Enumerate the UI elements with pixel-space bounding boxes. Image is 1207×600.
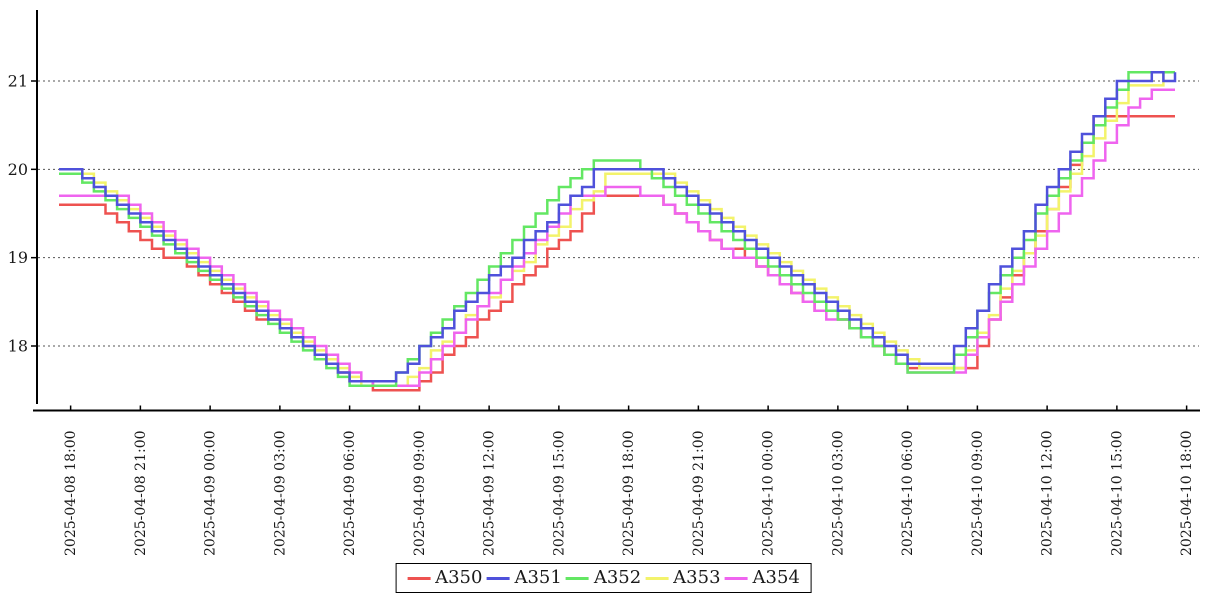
legend-item-a351: A351 xyxy=(486,566,562,590)
x-tick-label: 2025-04-08 21:00 xyxy=(133,430,149,556)
y-axis: 18 19 20 21 xyxy=(8,72,37,356)
legend-swatch-a354 xyxy=(724,576,748,580)
y-tick-label: 20 xyxy=(8,160,28,179)
legend-label-a350: A350 xyxy=(435,567,483,588)
legend-swatch-a350 xyxy=(407,576,431,580)
x-tick-label: 2025-04-09 06:00 xyxy=(342,430,358,556)
series-line-a354 xyxy=(59,88,1175,387)
legend-swatch-a351 xyxy=(486,576,510,580)
legend-label-a352: A352 xyxy=(593,567,642,588)
legend-item-a354: A354 xyxy=(724,566,800,590)
legend-item-a350: A350 xyxy=(407,566,482,590)
x-tick-label: 2025-04-10 18:00 xyxy=(1179,430,1195,556)
y-tick-label: 19 xyxy=(8,248,28,267)
series-line-a353 xyxy=(59,70,1175,387)
series-line-a350 xyxy=(59,115,1175,392)
x-tick-label: 2025-04-10 09:00 xyxy=(970,430,986,556)
x-tick-label: 2025-04-09 21:00 xyxy=(691,430,707,556)
x-tick-label: 2025-04-09 15:00 xyxy=(551,430,567,556)
y-tick-label: 18 xyxy=(8,337,28,356)
chart-legend: A350 A351 A352 A353 A354 xyxy=(395,563,812,593)
legend-swatch-a353 xyxy=(645,576,669,580)
series-line-a351 xyxy=(59,70,1177,383)
legend-item-a352: A352 xyxy=(565,566,642,590)
x-tick-label: 2025-04-10 06:00 xyxy=(900,430,916,556)
x-axis: 2025-04-08 18:00 2025-04-08 21:00 2025-04-… xyxy=(63,405,1195,556)
y-tick-label: 21 xyxy=(8,72,28,91)
x-tick-label: 2025-04-09 00:00 xyxy=(203,430,219,556)
x-tick-label: 2025-04-10 00:00 xyxy=(761,430,777,556)
legend-label-a354: A354 xyxy=(752,567,800,588)
x-tick-label: 2025-04-09 12:00 xyxy=(482,430,498,556)
x-tick-label: 2025-04-10 03:00 xyxy=(830,430,846,556)
legend-label-a353: A353 xyxy=(673,567,721,588)
y-gridlines xyxy=(38,80,1199,347)
legend-label-a351: A351 xyxy=(514,567,562,588)
series-line-a352 xyxy=(59,70,1175,387)
x-tick-label: 2025-04-09 18:00 xyxy=(621,430,637,556)
x-tick-label: 2025-04-10 15:00 xyxy=(1109,430,1125,556)
x-tick-label: 2025-04-09 03:00 xyxy=(272,430,288,556)
legend-swatch-a352 xyxy=(565,576,589,580)
x-tick-label: 2025-04-08 18:00 xyxy=(63,430,79,556)
x-tick-label: 2025-04-10 12:00 xyxy=(1040,430,1056,556)
legend-item-a353: A353 xyxy=(645,566,721,590)
x-tick-label: 2025-04-09 09:00 xyxy=(412,430,428,556)
